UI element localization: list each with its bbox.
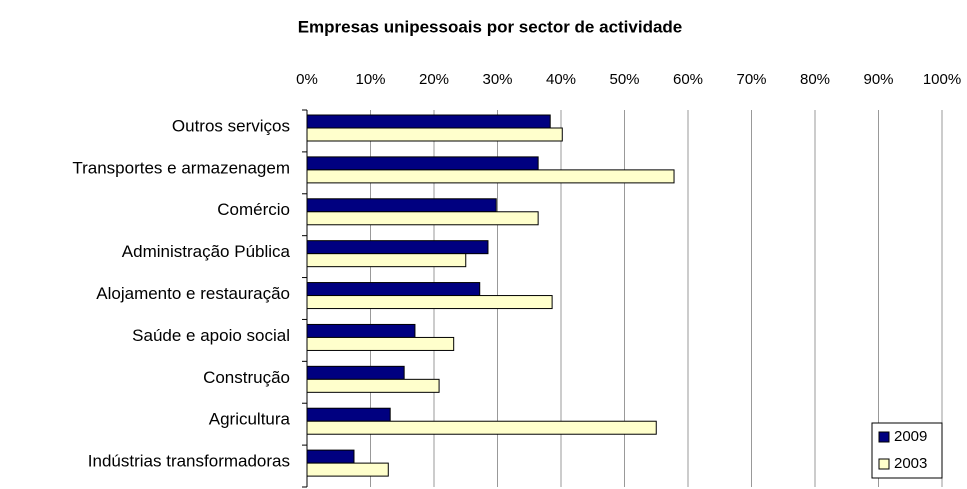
bar <box>306 295 553 310</box>
y-tick-label: Agricultura <box>209 410 291 429</box>
chart-title: Empresas unipessoais por sector de activ… <box>298 17 683 36</box>
y-tick-label: Construção <box>203 368 290 387</box>
legend-label: 2009 <box>894 428 927 445</box>
legend-swatch <box>878 458 890 470</box>
bar <box>306 420 657 435</box>
y-tick-label: Indústrias transformadoras <box>88 452 290 471</box>
y-tick-label: Administração Pública <box>122 242 291 261</box>
bar <box>306 462 389 477</box>
x-tick-label: 40% <box>546 71 576 88</box>
bar <box>306 127 563 142</box>
x-tick-label: 50% <box>609 71 639 88</box>
x-tick-label: 90% <box>863 71 893 88</box>
bar <box>306 211 539 226</box>
bar <box>306 282 481 297</box>
y-tick-label: Alojamento e restauração <box>96 284 290 303</box>
y-tick-label: Transportes e armazenagem <box>72 158 290 177</box>
x-tick-label: 70% <box>736 71 766 88</box>
bar <box>306 156 539 171</box>
y-tick-label: Saúde e apoio social <box>132 326 290 345</box>
bar <box>306 449 355 464</box>
legend-swatch <box>878 431 890 443</box>
bar <box>306 365 405 380</box>
x-tick-label: 60% <box>673 71 703 88</box>
bar <box>306 323 416 338</box>
bar <box>306 169 675 184</box>
y-tick-label: Comércio <box>217 200 290 219</box>
bar <box>306 336 455 351</box>
bar <box>306 240 489 255</box>
bar <box>306 114 551 129</box>
legend-label: 2003 <box>894 455 927 472</box>
x-tick-label: 30% <box>482 71 512 88</box>
bar <box>306 253 467 268</box>
x-tick-label: 20% <box>419 71 449 88</box>
bar <box>306 198 497 213</box>
x-tick-label: 0% <box>296 71 318 88</box>
bar <box>306 378 440 393</box>
x-tick-label: 10% <box>355 71 385 88</box>
bar <box>306 407 391 422</box>
x-tick-label: 100% <box>923 71 961 88</box>
y-tick-label: Outros serviços <box>172 116 290 135</box>
x-tick-label: 80% <box>800 71 830 88</box>
